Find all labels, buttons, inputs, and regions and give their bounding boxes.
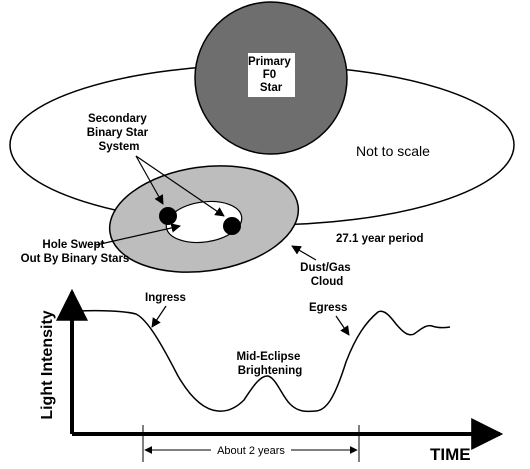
binary-star-left xyxy=(159,207,177,225)
cloud-label-line2: Cloud xyxy=(311,276,344,288)
y-axis-label: Light Intensity xyxy=(39,310,56,419)
not-to-scale-label: Not to scale xyxy=(356,143,430,159)
duration-label: About 2 years xyxy=(217,445,285,457)
egress-label: Egress xyxy=(309,302,347,314)
ingress-label: Ingress xyxy=(145,292,186,304)
x-axis-label: TIME xyxy=(430,445,471,464)
ingress-arrow xyxy=(151,305,167,328)
hole-label-line2: Out By Binary Stars xyxy=(21,253,130,265)
mid-eclipse-label-line1: Mid-Eclipse xyxy=(236,351,300,363)
secondary-label-line1: Secondary xyxy=(88,113,147,125)
mid-eclipse-label-line2: Brightening xyxy=(238,365,303,377)
cloud-label-line1: Dust/Gas xyxy=(300,262,351,274)
svg-text:Dust/Gas Cloud: Dust/Gas Cloud xyxy=(300,262,354,288)
period-label: 27.1 year period xyxy=(336,233,424,245)
hole-label-line1: Hole Swept xyxy=(42,239,104,251)
secondary-arrow-left xyxy=(135,155,164,205)
binary-star-right xyxy=(223,217,241,235)
secondary-label-line2: Binary Star xyxy=(87,127,149,139)
light-curve xyxy=(77,309,451,413)
svg-text:Primary F0 Star: Primary F0 Star xyxy=(248,56,294,94)
duration-label-box xyxy=(211,443,291,457)
primary-star-label-line1: Primary xyxy=(248,56,291,68)
svg-text:Mid-Eclipse Brightening: Mid-Eclipse Brightening xyxy=(236,351,303,377)
hole-arrow xyxy=(95,223,181,246)
svg-text:Hole Swept Out By Binary S: Hole Swept Out By Binary Stars xyxy=(21,239,130,265)
egress-arrow xyxy=(335,315,350,336)
primary-star-label-line2: F0 xyxy=(263,69,276,81)
primary-star-label-box xyxy=(248,53,295,97)
svg-text:Secondary Binary Star: Secondary Binary Star System xyxy=(87,113,152,153)
primary-star-label-line3: Star xyxy=(260,82,283,94)
secondary-label-line3: System xyxy=(99,141,140,153)
secondary-arrow-right xyxy=(135,155,225,217)
cloud-arrow xyxy=(291,245,317,261)
